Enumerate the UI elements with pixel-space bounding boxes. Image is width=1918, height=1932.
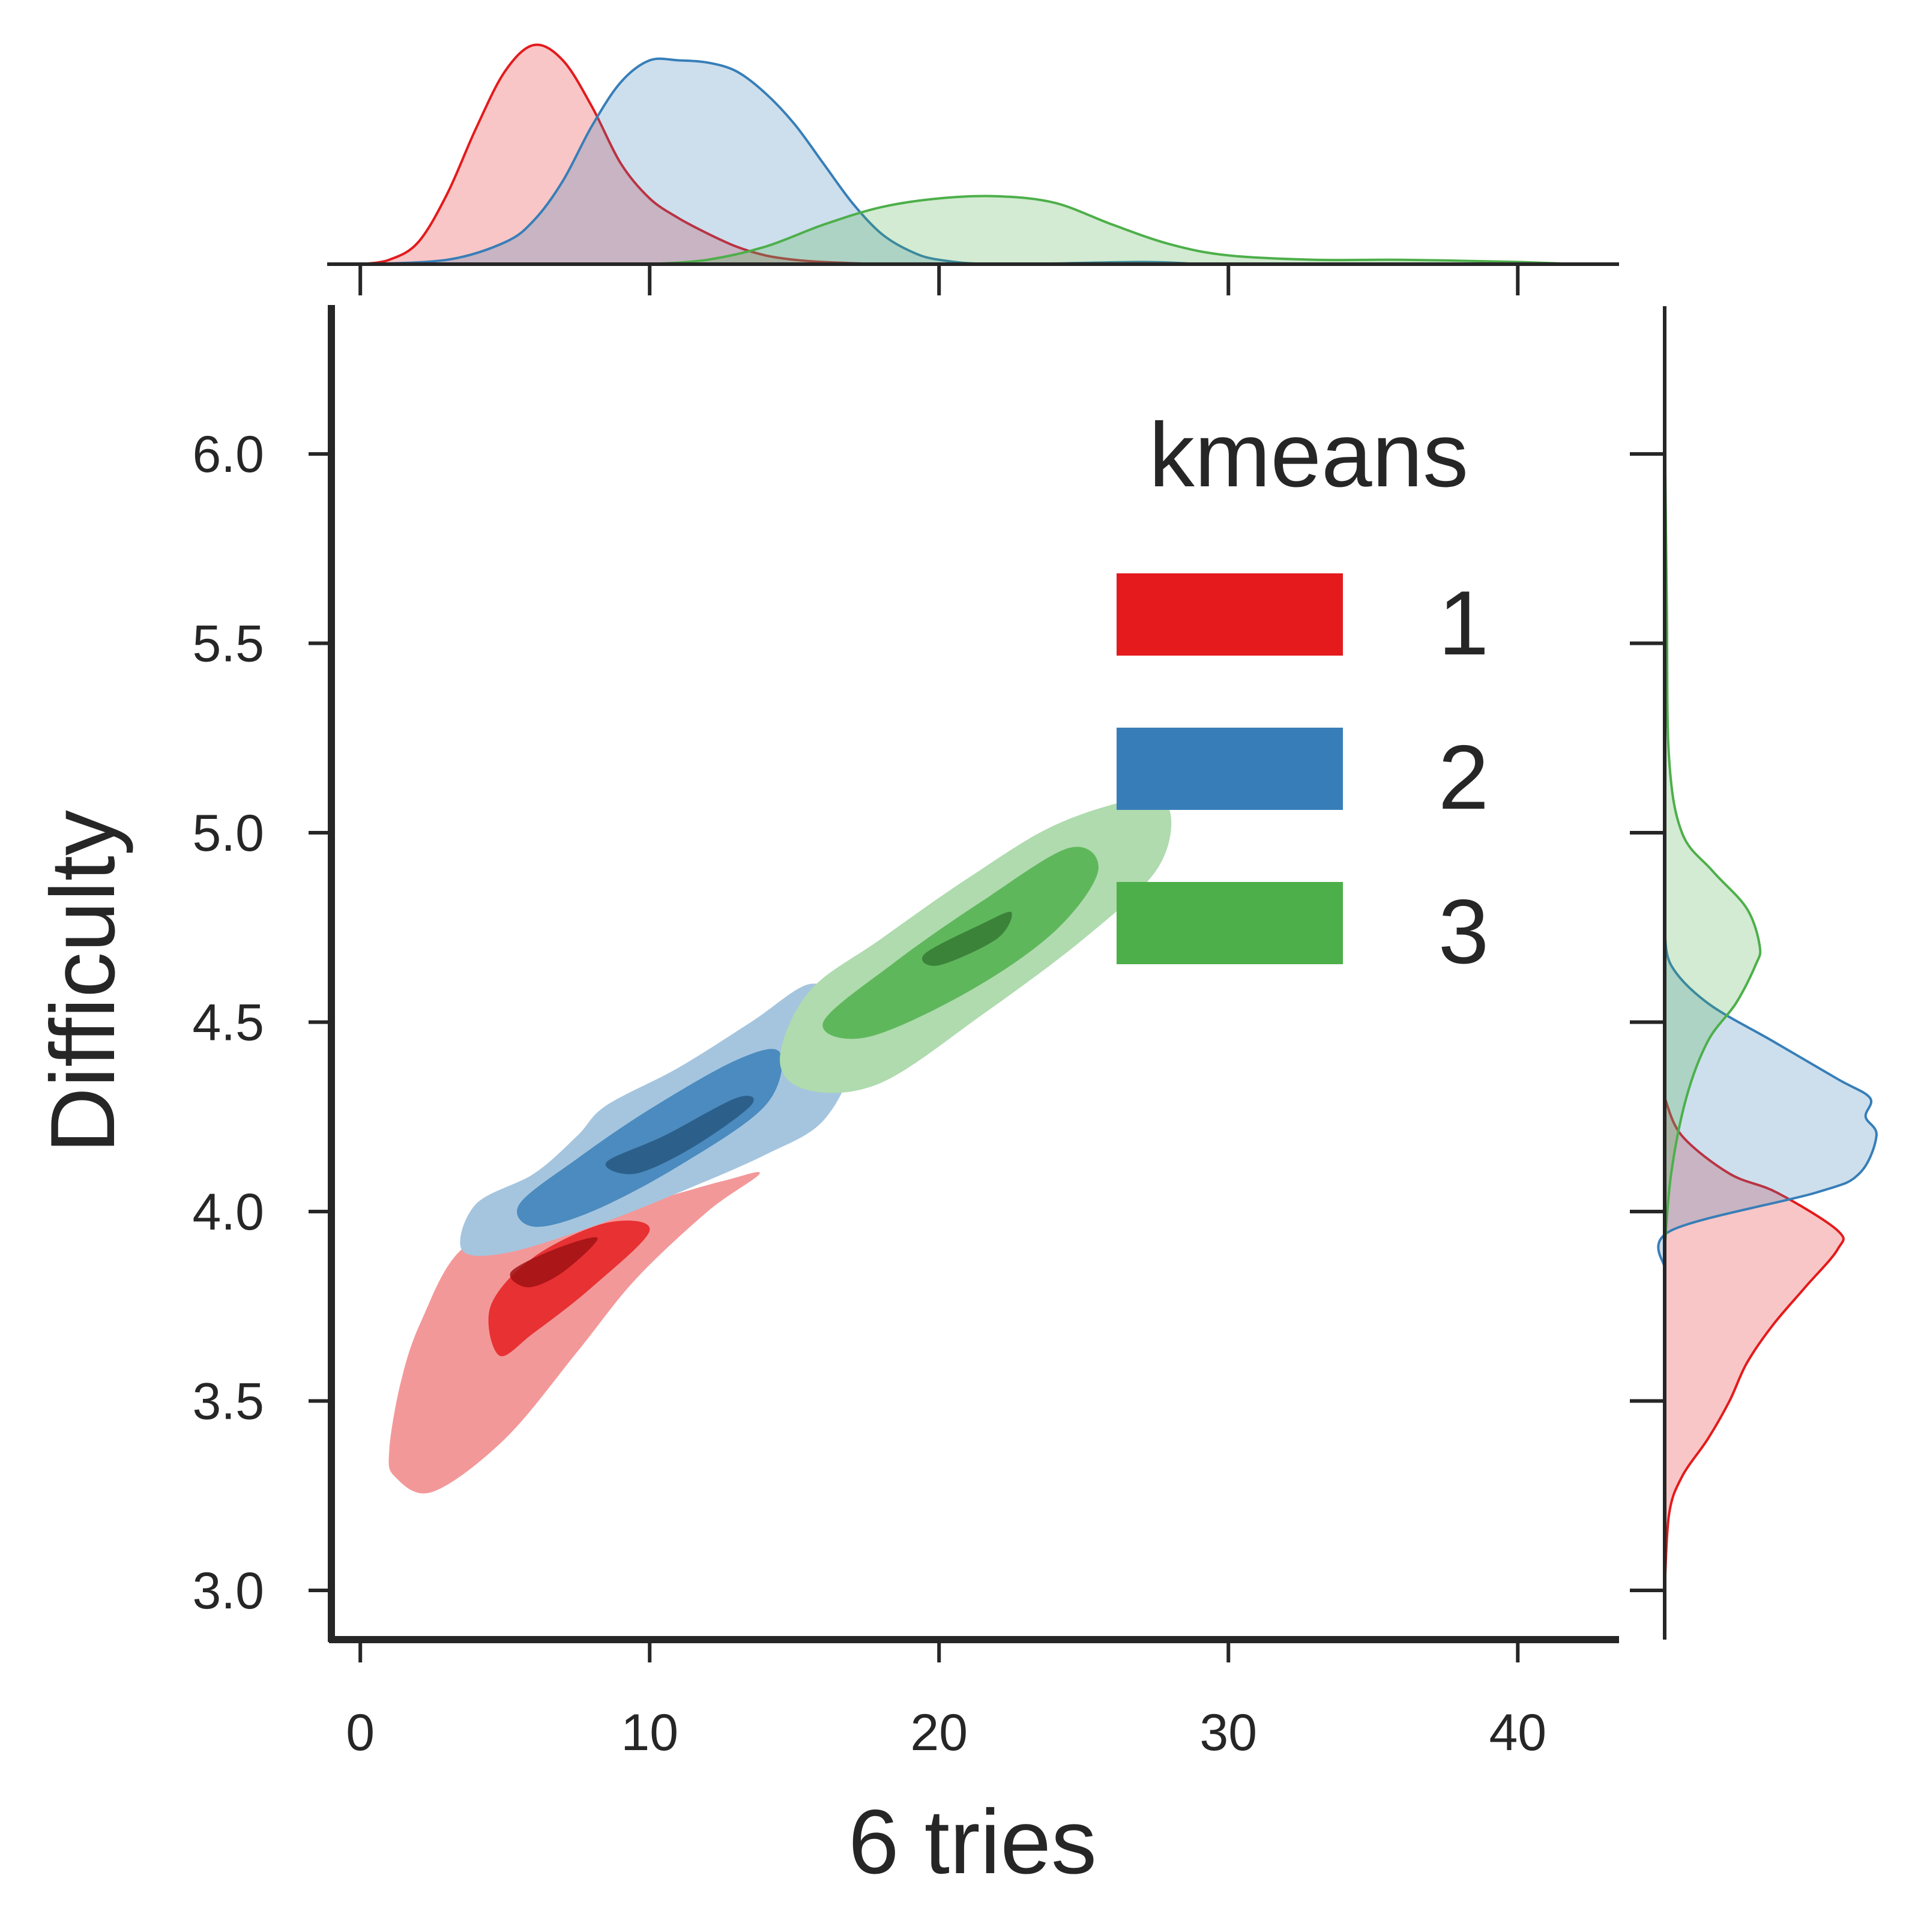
legend-swatch-1 xyxy=(1117,573,1343,656)
kde-contour-inner-2 xyxy=(517,1049,782,1227)
marginal-y-line-2 xyxy=(1657,927,1878,1269)
marginal-x-fill-3 xyxy=(650,196,1576,264)
y-tick-label-5: 5.0 xyxy=(192,804,264,862)
marginal-y-fill-3 xyxy=(1665,415,1761,1250)
x-tick-label-0: 0 xyxy=(346,1704,375,1761)
y-tick-label-6: 6.0 xyxy=(192,426,264,483)
y-axis-label: Difficulty xyxy=(32,810,134,1153)
legend-label-3: 3 xyxy=(1438,881,1489,983)
kde-series-3 xyxy=(780,798,1172,1093)
axes: 0 10 20 30 40 3.0 3.5 4.0 4.5 5.0 5.5 6.0 xyxy=(192,264,1665,1761)
top-marginal-kde xyxy=(327,43,1619,266)
marginal-y-fill-2 xyxy=(1658,927,1877,1269)
marginal-x-line-3 xyxy=(650,195,1576,265)
kde-contour-core-1 xyxy=(510,1237,598,1288)
marginal-x-line-2 xyxy=(360,57,1200,266)
x-tick-label-40: 40 xyxy=(1489,1704,1546,1761)
marginal-y-fill-1 xyxy=(1665,1097,1844,1590)
y-tick-label-5.5: 5.5 xyxy=(192,615,264,673)
x-tick-label-10: 10 xyxy=(621,1704,678,1761)
right-marginal-kde xyxy=(1657,306,1878,1640)
marginal-y-line-3 xyxy=(1663,415,1762,1250)
kde-contour-core-3 xyxy=(921,911,1012,966)
x-tick-label-20: 20 xyxy=(910,1704,968,1761)
y-tick-label-3: 3.0 xyxy=(192,1562,264,1620)
x-tick-label-30: 30 xyxy=(1199,1704,1257,1761)
legend-label-2: 2 xyxy=(1438,726,1489,829)
legend: kmeans 1 2 3 xyxy=(1117,404,1489,983)
kde-series-2 xyxy=(460,983,853,1256)
marginal-x-fill-2 xyxy=(360,58,1200,265)
marginal-y-line-1 xyxy=(1663,1097,1845,1591)
y-tick-label-4.5: 4.5 xyxy=(192,994,264,1052)
legend-swatch-3 xyxy=(1117,882,1343,964)
marginal-x-line-1 xyxy=(360,43,881,265)
x-axis-label: 6 tries xyxy=(848,1791,1097,1893)
kde-contour-core-2 xyxy=(605,1096,754,1174)
joint-kde-plot xyxy=(388,798,1172,1494)
y-tick-label-4: 4.0 xyxy=(192,1183,264,1241)
legend-label-1: 1 xyxy=(1438,572,1489,674)
legend-title: kmeans xyxy=(1149,404,1468,506)
legend-swatch-2 xyxy=(1117,728,1343,810)
kde-contour-inner-1 xyxy=(488,1220,650,1357)
y-tick-label-3.5: 3.5 xyxy=(192,1372,264,1430)
